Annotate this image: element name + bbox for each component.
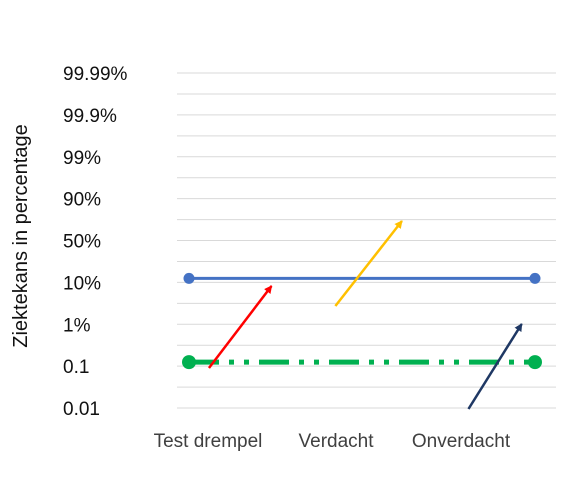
- y-tick-label: 0.1: [63, 357, 89, 378]
- arrow: [467, 323, 523, 410]
- arrow: [334, 220, 403, 307]
- y-tick-label: 0.01: [63, 399, 100, 420]
- series-lines: [182, 272, 542, 370]
- y-tick-label: 10%: [63, 273, 101, 294]
- series-marker: [183, 272, 195, 284]
- gridlines: [177, 72, 556, 409]
- y-tick-labels: 0.01 0.1 1% 10% 50% 90% 99% 99.9% 99.99%: [63, 64, 128, 420]
- series-marker: [182, 355, 196, 370]
- series-marker: [529, 272, 541, 284]
- y-axis-title: Ziektekans in percentage: [10, 124, 32, 347]
- y-tick-label: 1%: [63, 315, 91, 336]
- y-tick-label: 90%: [63, 190, 101, 211]
- y-tick-label: 99%: [63, 148, 101, 169]
- y-tick-label: 99.9%: [63, 106, 117, 127]
- x-category-label: Test drempel: [154, 431, 263, 452]
- series-marker: [528, 355, 542, 370]
- y-tick-label: 99.99%: [63, 64, 128, 85]
- arrows: [207, 220, 523, 410]
- arrow: [207, 285, 273, 369]
- x-category-label: Verdacht: [299, 431, 375, 452]
- x-category-label: Onverdacht: [412, 431, 511, 452]
- y-tick-label: 50%: [63, 232, 101, 253]
- x-category-labels: Test drempel Verdacht Onverdacht: [154, 431, 511, 452]
